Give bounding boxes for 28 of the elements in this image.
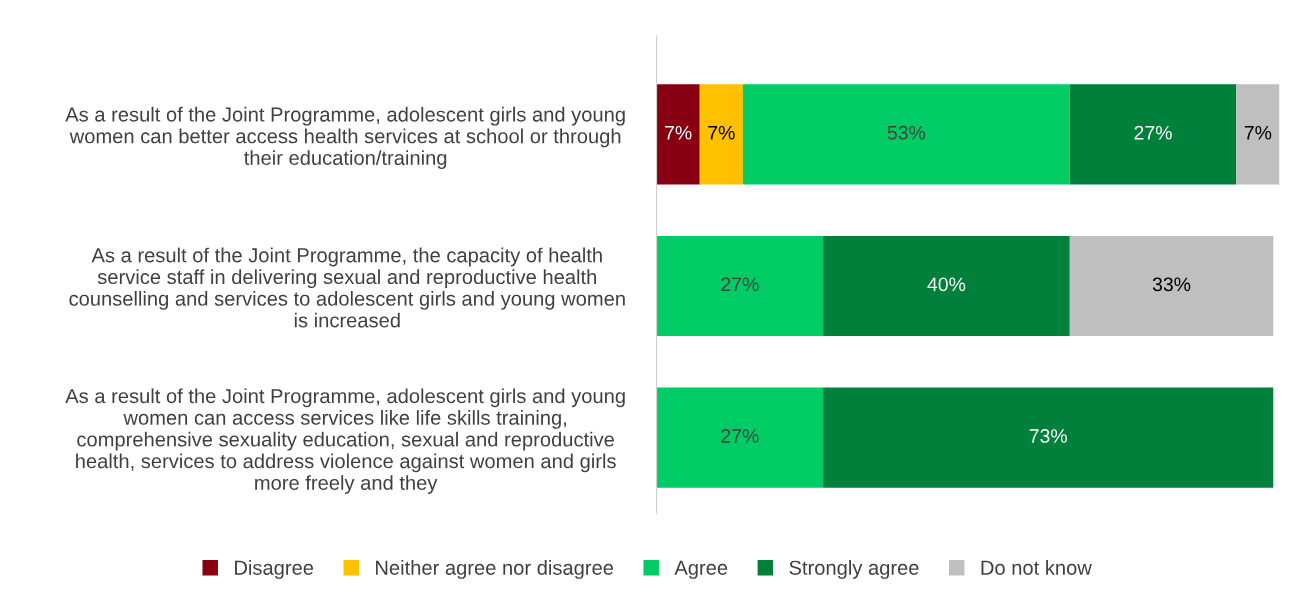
- data-label: 7%: [708, 125, 735, 140]
- data-label: 7%: [1244, 125, 1272, 140]
- bar: [656, 235, 824, 337]
- bar: [823, 235, 1070, 337]
- data-label: 40%: [927, 277, 966, 292]
- data-label: 27%: [1134, 125, 1172, 140]
- bar: [742, 84, 1070, 185]
- legend-label: Strongly agree: [789, 560, 919, 579]
- data-label: 73%: [1029, 429, 1067, 443]
- data-label: 53%: [887, 125, 926, 140]
- y-tick-label: As a result of the Joint Programme, adolescent girls and young women can access services like life skills training, comprehensive sexuality education, sexual and reproductive health, services to address violence against women and girls more freely and they: [65, 388, 625, 494]
- y-tick-label: As a result of the Joint Programme, adolescent girls and young women can better access health services at school or through their education/training: [65, 106, 625, 169]
- legend-label: Disagree: [235, 560, 314, 579]
- bar: [699, 84, 743, 185]
- bar: [1236, 84, 1280, 185]
- data-label: 27%: [721, 277, 759, 292]
- data-label: 7%: [665, 125, 692, 140]
- legend-label: Agree: [674, 560, 728, 579]
- bar: [1069, 84, 1237, 185]
- data-label: 27%: [721, 429, 759, 443]
- bar: [656, 84, 700, 185]
- bar: [823, 387, 1274, 488]
- bar: [656, 387, 824, 488]
- data-label: 33%: [1152, 277, 1191, 292]
- legend-label: Neither agree nor disagree: [376, 560, 614, 579]
- bar: [1069, 235, 1274, 337]
- y-tick-label: As a result of the Joint Programme, the capacity of health service staff in delivering sexual and reproductive health counselling and services to adolescent girls and young women is increased: [69, 247, 625, 328]
- legend-label: Do not know: [981, 560, 1092, 575]
